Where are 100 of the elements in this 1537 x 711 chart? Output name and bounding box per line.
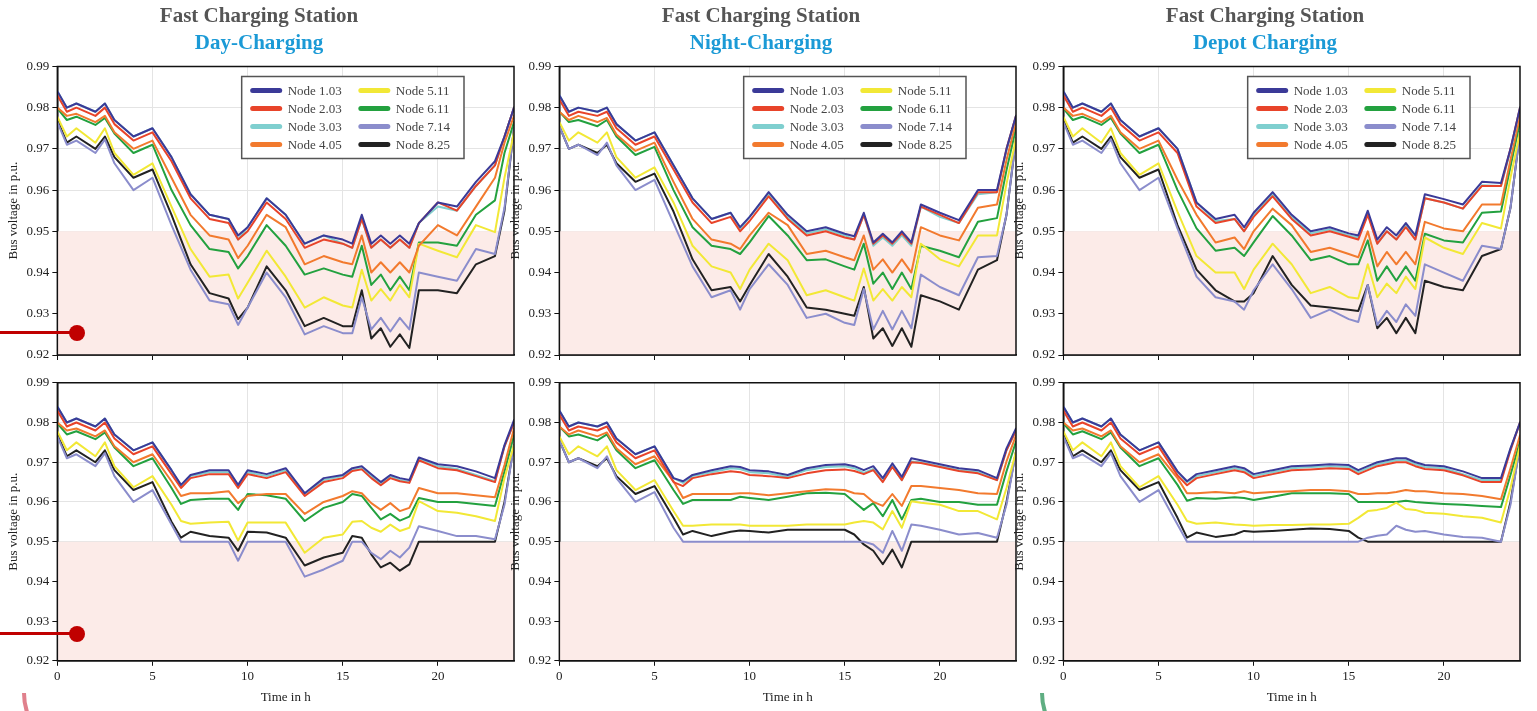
y-axis-title: Bus voltage in p.u. [5, 161, 21, 260]
chart-title: Fast Charging Station [159, 3, 359, 28]
chart-subtitle: Day-Charging [194, 30, 324, 55]
legend-label: Node 2.03 [789, 100, 844, 116]
legend-label: Node 2.03 [1293, 100, 1348, 116]
y-tick-label: 0.95 [1032, 533, 1056, 549]
y-tick-label: 0.98 [26, 99, 50, 115]
legend-label: Node 3.03 [789, 118, 844, 134]
y-tick-label: 0.99 [26, 57, 50, 73]
y-tick-label: 0.92 [1032, 652, 1056, 668]
legend-label: Node 1.03 [1293, 82, 1348, 98]
x-tick-label: 10 [241, 668, 255, 684]
y-tick-label: 0.96 [528, 493, 552, 509]
legend-label: Node 5.11 [1401, 82, 1456, 98]
y-tick-label: 0.96 [26, 493, 50, 509]
y-tick-label: 0.95 [26, 222, 50, 238]
y-tick-label: 0.94 [26, 263, 50, 279]
y-tick-label: 0.92 [528, 652, 552, 668]
y-tick-label: 0.96 [26, 181, 50, 197]
x-tick-label: 20 [1437, 668, 1451, 684]
x-tick-label: 15 [1342, 668, 1356, 684]
y-tick-label: 0.97 [1032, 140, 1056, 156]
legend-label: Node 4.05 [1293, 136, 1348, 152]
legend-label: Node 8.25 [395, 136, 451, 152]
y-tick-label: 0.97 [528, 453, 552, 469]
y-tick-label: 0.99 [528, 57, 552, 73]
y-tick-label: 0.97 [1032, 453, 1056, 469]
legend-label: Node 6.11 [1401, 100, 1456, 116]
legend-label: Node 5.11 [395, 82, 450, 98]
y-tick-label: 0.92 [1032, 346, 1056, 362]
legend-label: Node 3.03 [287, 118, 342, 134]
y-tick-label: 0.97 [26, 140, 50, 156]
y-tick-label: 0.92 [528, 346, 552, 362]
y-axis-title: Bus voltage in p.u. [1011, 472, 1027, 571]
x-axis-title: Time in h [260, 688, 312, 704]
y-tick-label: 0.98 [528, 99, 552, 115]
y-tick-label: 0.92 [26, 652, 50, 668]
x-axis-title: Time in h [1266, 688, 1318, 704]
x-tick-label: 20 [431, 668, 445, 684]
y-axis-title: Bus voltage in p.u. [1011, 161, 1027, 260]
legend-label: Node 3.03 [1293, 118, 1348, 134]
y-tick-label: 0.92 [26, 346, 50, 362]
y-tick-label: 0.98 [1032, 99, 1056, 115]
y-tick-label: 0.94 [528, 572, 552, 588]
y-tick-label: 0.93 [528, 612, 552, 628]
y-tick-label: 0.98 [1032, 413, 1056, 429]
x-tick-label: 0 [1060, 668, 1067, 684]
x-tick-label: 10 [743, 668, 757, 684]
legend-label: Node 5.11 [897, 82, 952, 98]
legend-label: Node 4.05 [287, 136, 342, 152]
x-tick-label: 5 [1155, 668, 1162, 684]
y-tick-label: 0.99 [1032, 374, 1056, 390]
y-tick-label: 0.93 [26, 612, 50, 628]
legend-label: Node 6.11 [395, 100, 450, 116]
legend-label: Node 2.03 [287, 100, 342, 116]
y-tick-label: 0.95 [528, 222, 552, 238]
y-tick-label: 0.93 [26, 305, 50, 321]
legend-label: Node 8.25 [897, 136, 953, 152]
y-tick-label: 0.94 [26, 572, 50, 588]
y-axis-title: Bus voltage in p.u. [5, 472, 21, 571]
y-tick-label: 0.95 [528, 533, 552, 549]
y-tick-label: 0.96 [528, 181, 552, 197]
legend-label: Node 7.14 [395, 118, 451, 134]
x-tick-label: 0 [54, 668, 61, 684]
y-tick-label: 0.98 [528, 413, 552, 429]
y-tick-label: 0.99 [528, 374, 552, 390]
legend-label: Node 7.14 [897, 118, 953, 134]
x-tick-label: 5 [651, 668, 658, 684]
y-tick-label: 0.94 [1032, 572, 1056, 588]
chart-subtitle: Night-Charging [689, 30, 833, 55]
y-tick-label: 0.93 [528, 305, 552, 321]
y-tick-label: 0.99 [26, 374, 50, 390]
y-tick-label: 0.95 [26, 533, 50, 549]
y-axis-title: Bus voltage in p.u. [507, 161, 523, 260]
legend-label: Node 6.11 [897, 100, 952, 116]
x-tick-label: 15 [336, 668, 350, 684]
legend-label: Node 4.05 [789, 136, 844, 152]
y-tick-label: 0.99 [1032, 57, 1056, 73]
y-tick-label: 0.93 [1032, 305, 1056, 321]
y-tick-label: 0.98 [26, 413, 50, 429]
y-axis-title: Bus voltage in p.u. [507, 472, 523, 571]
y-tick-label: 0.97 [528, 140, 552, 156]
y-tick-label: 0.94 [528, 263, 552, 279]
x-tick-label: 15 [838, 668, 852, 684]
x-axis-title: Time in h [762, 688, 814, 704]
y-tick-label: 0.97 [26, 453, 50, 469]
legend-label: Node 7.14 [1401, 118, 1457, 134]
x-tick-label: 20 [933, 668, 947, 684]
x-tick-label: 0 [556, 668, 563, 684]
y-tick-label: 0.96 [1032, 493, 1056, 509]
chart-title: Fast Charging Station [1165, 3, 1365, 28]
y-tick-label: 0.93 [1032, 612, 1056, 628]
x-tick-label: 5 [149, 668, 156, 684]
x-tick-label: 10 [1247, 668, 1261, 684]
legend-label: Node 1.03 [789, 82, 844, 98]
chart-subtitle: Depot Charging [1192, 30, 1338, 55]
y-tick-label: 0.94 [1032, 263, 1056, 279]
legend-label: Node 1.03 [287, 82, 342, 98]
y-tick-label: 0.95 [1032, 222, 1056, 238]
y-tick-label: 0.96 [1032, 181, 1056, 197]
